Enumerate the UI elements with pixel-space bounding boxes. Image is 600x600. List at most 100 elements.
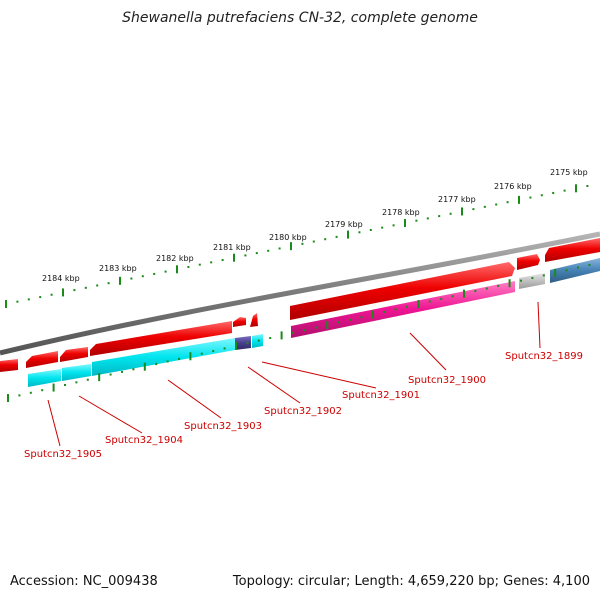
major-tick bbox=[371, 310, 374, 319]
kbp-scale bbox=[5, 184, 589, 308]
cog-block[interactable] bbox=[235, 336, 251, 350]
minor-tick bbox=[406, 305, 408, 308]
minor-tick bbox=[415, 219, 418, 222]
minor-tick bbox=[438, 215, 441, 218]
kbp-label: 2179 kbp bbox=[325, 220, 363, 229]
cds-arrow[interactable] bbox=[545, 238, 600, 262]
minor-tick bbox=[178, 357, 180, 360]
cds-arrow[interactable] bbox=[233, 317, 246, 327]
minor-tick bbox=[426, 217, 429, 220]
cog-block[interactable] bbox=[252, 334, 263, 348]
minor-tick bbox=[394, 308, 397, 311]
minor-tick bbox=[257, 339, 260, 342]
major-tick bbox=[235, 341, 237, 350]
genome-backbone bbox=[0, 231, 600, 356]
accession-text: Accession: NC_009438 bbox=[10, 574, 158, 589]
callout-line bbox=[167, 379, 222, 419]
minor-tick bbox=[506, 201, 509, 204]
major-tick bbox=[5, 300, 7, 308]
minor-tick bbox=[41, 389, 44, 392]
minor-tick bbox=[292, 331, 294, 334]
major-tick bbox=[461, 207, 463, 216]
major-tick bbox=[326, 320, 329, 329]
cds-arrow[interactable] bbox=[517, 254, 540, 270]
cog-block[interactable] bbox=[28, 369, 61, 387]
minor-tick bbox=[520, 279, 522, 282]
cog-block[interactable] bbox=[550, 258, 600, 283]
minor-tick bbox=[531, 277, 534, 280]
gene-label[interactable]: Sputcn32_1900 bbox=[408, 375, 486, 386]
cds-arrow[interactable] bbox=[0, 359, 18, 372]
minor-tick bbox=[246, 342, 249, 345]
cds-arrow[interactable] bbox=[290, 262, 515, 320]
major-tick bbox=[7, 394, 9, 402]
callout-line bbox=[409, 332, 447, 371]
cds-arrow[interactable] bbox=[60, 347, 88, 362]
cog-block[interactable] bbox=[62, 364, 91, 381]
minor-tick bbox=[381, 226, 384, 229]
major-tick bbox=[290, 242, 292, 251]
major-tick bbox=[417, 300, 420, 309]
minor-tick bbox=[86, 378, 89, 381]
minor-tick bbox=[472, 208, 475, 211]
minor-tick bbox=[312, 240, 315, 243]
minor-tick bbox=[428, 300, 431, 303]
gc-track bbox=[7, 264, 591, 402]
major-tick bbox=[508, 279, 511, 288]
minor-tick bbox=[383, 310, 386, 313]
gene-label[interactable]: Sputcn32_1904 bbox=[105, 435, 183, 446]
minor-tick bbox=[563, 189, 566, 192]
cog-block[interactable] bbox=[519, 273, 545, 289]
minor-tick bbox=[449, 212, 452, 215]
minor-tick bbox=[223, 347, 226, 350]
minor-tick bbox=[212, 350, 215, 353]
callout-line bbox=[78, 395, 143, 434]
map-title: Shewanella putrefaciens CN-32, complete … bbox=[122, 10, 478, 26]
cog-block[interactable] bbox=[291, 281, 515, 338]
gene-label[interactable]: Sputcn32_1901 bbox=[342, 390, 420, 401]
minor-tick bbox=[84, 286, 87, 289]
kbp-label: 2176 kbp bbox=[494, 182, 532, 191]
minor-tick bbox=[269, 337, 272, 340]
callout-line bbox=[47, 399, 61, 447]
gene-label[interactable]: Sputcn32_1902 bbox=[264, 406, 342, 417]
minor-tick bbox=[349, 318, 351, 321]
minor-tick bbox=[542, 274, 545, 277]
minor-tick bbox=[565, 269, 568, 272]
major-tick bbox=[176, 265, 178, 274]
minor-tick bbox=[200, 352, 203, 355]
minor-tick bbox=[495, 203, 498, 206]
cog-block[interactable] bbox=[92, 338, 235, 376]
minor-tick bbox=[529, 196, 532, 199]
minor-tick bbox=[440, 297, 443, 300]
gene-callouts: Sputcn32_1899 Sputcn32_1900 Sputcn32_190… bbox=[24, 301, 583, 460]
minor-tick bbox=[39, 296, 42, 299]
gene-label[interactable]: Sputcn32_1905 bbox=[24, 449, 102, 460]
minor-tick bbox=[369, 228, 372, 231]
minor-tick bbox=[109, 373, 112, 376]
gene-label[interactable]: Sputcn32_1899 bbox=[505, 351, 583, 362]
minor-tick bbox=[552, 191, 555, 194]
minor-tick bbox=[255, 252, 258, 255]
major-tick bbox=[518, 195, 520, 204]
kbp-label: 2184 kbp bbox=[42, 274, 80, 283]
genome-summary: Topology: circular; Length: 4,659,220 bp… bbox=[232, 574, 590, 589]
minor-tick bbox=[392, 224, 395, 227]
cds-arrow[interactable] bbox=[90, 321, 232, 356]
minor-tick bbox=[451, 295, 454, 298]
kbp-labels: 2175 kbp 2176 kbp 2177 kbp 2178 kbp 2179 kbp… bbox=[42, 168, 588, 283]
major-tick bbox=[554, 268, 557, 277]
minor-tick bbox=[221, 259, 224, 262]
cog-row bbox=[28, 258, 600, 387]
major-tick bbox=[463, 289, 465, 298]
major-tick bbox=[143, 362, 146, 371]
minor-tick bbox=[301, 242, 304, 245]
minor-tick bbox=[187, 265, 190, 268]
cds-arrow[interactable] bbox=[250, 313, 258, 327]
gene-label[interactable]: Sputcn32_1903 bbox=[184, 421, 262, 432]
minor-tick bbox=[324, 238, 327, 241]
minor-tick bbox=[314, 326, 317, 329]
minor-tick bbox=[18, 394, 21, 397]
cds-arrow[interactable] bbox=[26, 351, 58, 368]
